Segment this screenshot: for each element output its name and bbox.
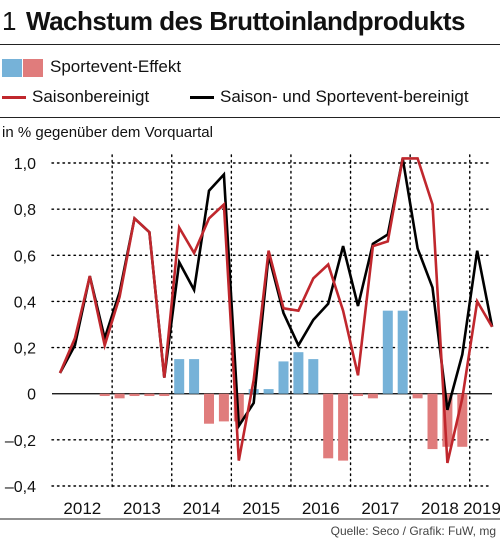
legend-swatch-black-line	[190, 96, 214, 99]
y-tick-label: –0,2	[5, 433, 36, 450]
x-tick-label: 2013	[123, 499, 161, 518]
bar-sportevent	[397, 310, 408, 394]
bar-sportevent	[338, 393, 349, 461]
bar-sportevent	[457, 393, 468, 447]
bar-sportevent	[174, 359, 185, 394]
figure-number: 1	[2, 6, 17, 36]
bar-sportevent	[308, 359, 319, 394]
bar-sportevent	[412, 393, 423, 399]
bar-sportevent	[293, 352, 304, 394]
title-row: 1 Wachstum des Bruttoinlandprodukts	[0, 0, 500, 44]
x-tick-label: 2016	[302, 499, 340, 518]
unit-label: in % gegenüber dem Vorquartal	[2, 124, 213, 141]
y-tick-label: 0,4	[14, 294, 36, 311]
bar-sportevent	[114, 393, 125, 399]
bar-sportevent	[99, 393, 110, 397]
bar-sportevent	[323, 393, 334, 459]
source-note: Quelle: Seco / Grafik: FuW, mg	[330, 524, 496, 538]
bar-sportevent	[367, 393, 378, 399]
x-tick-label: 2018	[421, 499, 459, 518]
bar-sportevent	[204, 393, 214, 424]
bar-sportevent	[382, 310, 393, 394]
x-tick-label: 2012	[63, 499, 101, 518]
bar-sportevent	[427, 393, 438, 450]
y-tick-label: –0,4	[5, 479, 36, 496]
bar-sportevent	[159, 393, 170, 397]
legend-label-saison-sport: Saison- und Sportevent-bereinigt	[220, 87, 469, 106]
bar-sportevent	[218, 393, 229, 422]
bar-sportevent	[263, 389, 274, 394]
legend-divider	[0, 117, 500, 118]
bar-sportevent	[129, 393, 140, 397]
line-saison-sport-bereinigt	[58, 158, 494, 431]
legend-swatch-red-line	[2, 96, 26, 99]
legend-label-saisonbereinigt: Saisonbereinigt	[32, 87, 150, 106]
bar-sportevent	[189, 359, 200, 394]
bar-sportevent	[442, 393, 453, 447]
line-saisonbereinigt	[58, 157, 494, 464]
bar-sportevent	[278, 361, 289, 394]
y-tick-label: 0,6	[14, 248, 36, 265]
legend-swatch-blue	[2, 59, 22, 77]
x-tick-label: 2014	[183, 499, 221, 518]
chart-title: Wachstum des Bruttoinlandprodukts	[26, 6, 466, 36]
y-tick-label: 0,8	[14, 202, 36, 219]
x-tick-label: 2015	[242, 499, 280, 518]
y-tick-label: 0,2	[14, 341, 36, 358]
legend-row-1: Sportevent-Effekt	[0, 55, 500, 81]
legend-swatch-pink	[23, 59, 43, 77]
bar-sportevent	[144, 393, 155, 397]
title-divider	[0, 44, 500, 45]
x-tick-label: 2017	[361, 499, 399, 518]
x-tick-label: 2019	[463, 499, 500, 518]
y-tick-label: 1,0	[14, 156, 36, 173]
y-tick-label: 0	[27, 387, 36, 404]
bip-chart: –0,4 –0,2 0 0,2 0,4 0,6 0,8 1,0 2012 2013 2014 2015…	[0, 154, 500, 520]
legend-label-sportevent: Sportevent-Effekt	[50, 57, 182, 76]
legend-row-2: Saisonbereinigt Saison- und Sportevent-b…	[0, 85, 500, 111]
bar-sportevent	[353, 393, 363, 397]
